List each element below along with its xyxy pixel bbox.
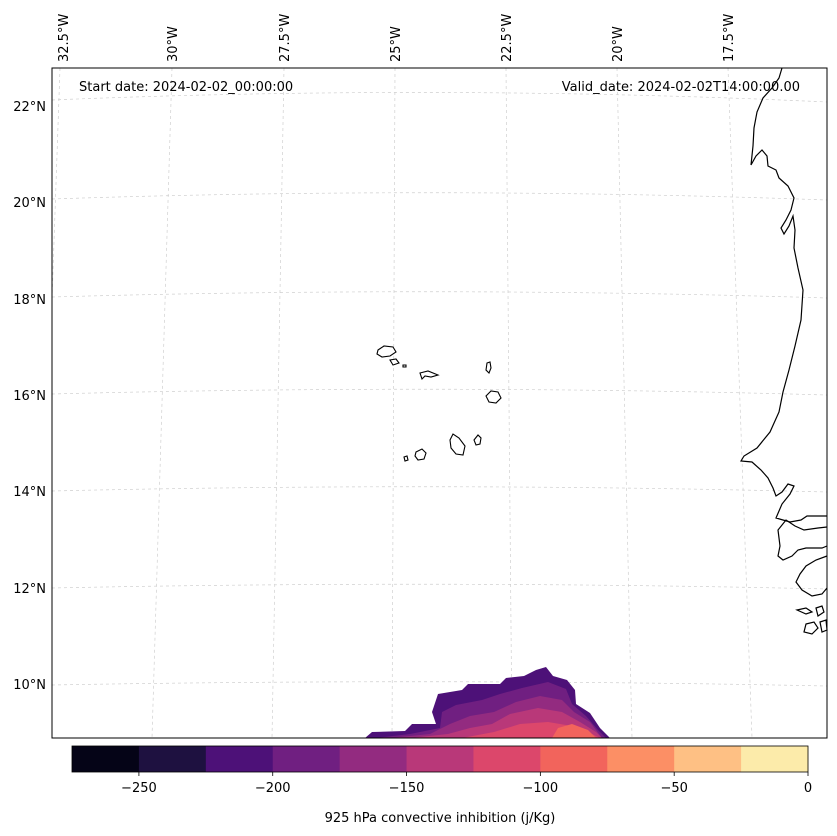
parallel-14n	[51, 486, 828, 493]
meridian-27-5w	[271, 67, 285, 739]
cin-band-peak	[552, 724, 596, 738]
parallel-12n	[51, 583, 828, 590]
guinea-bissau-coast	[795, 555, 828, 597]
colorbar-swatch	[406, 746, 474, 772]
meridian-30w	[151, 67, 173, 739]
map-frame	[51, 67, 828, 739]
lat-label: 16°N	[13, 389, 46, 404]
start-date-label: Start date: 2024-02-02_00:00:00	[79, 80, 293, 95]
lat-label: 18°N	[13, 293, 46, 308]
colorbar-tick-label: −100	[523, 781, 559, 796]
lon-label: 17.5°W	[722, 14, 737, 62]
lon-label: 30°W	[166, 26, 181, 62]
colorbar-swatch	[72, 746, 140, 772]
meridian-32-5w	[51, 67, 61, 301]
colorbar-swatch	[607, 746, 675, 772]
colorbar-frame	[71, 745, 809, 773]
meridian-17-5w	[727, 67, 753, 739]
mauritania-senegal-coast	[739, 67, 827, 523]
colorbar-swatch	[473, 746, 541, 772]
lon-label: 22.5°W	[500, 14, 515, 62]
colorbar-swatch	[540, 746, 608, 772]
fogo-island	[414, 448, 427, 461]
colorbar-tick-label: −250	[121, 781, 157, 796]
santo-antao-island	[376, 345, 397, 358]
lat-label: 22°N	[13, 100, 46, 115]
meridian-20w	[616, 67, 633, 739]
colorbar: −250 −200 −150 −100 −50 0	[71, 745, 812, 796]
colorbar-swatch	[741, 746, 809, 772]
west-africa-coastline	[739, 67, 828, 635]
colorbar-swatch	[674, 746, 742, 772]
brava-island	[403, 455, 409, 462]
colorbar-swatch	[205, 746, 274, 772]
lat-label: 14°N	[13, 485, 46, 500]
lat-label: 20°N	[13, 196, 46, 211]
parallel-16n	[51, 388, 828, 396]
latitude-labels: 22°N 20°N 18°N 16°N 14°N 12°N 10°N	[13, 100, 46, 693]
sao-vicente-island	[389, 358, 400, 366]
meridian-25w	[391, 67, 396, 739]
colorbar-swatch	[138, 746, 207, 772]
colorbar-tick-label: −50	[660, 781, 687, 796]
parallel-22n	[51, 92, 828, 103]
lon-label: 25°W	[389, 26, 404, 62]
valid-date-label: Valid_date: 2024-02-02T14:00:00.00	[562, 80, 800, 95]
parallel-18n	[51, 291, 828, 299]
lon-label: 27.5°W	[278, 14, 293, 62]
parallel-20n	[51, 192, 828, 201]
sao-nicolau-island	[419, 370, 440, 381]
gambia-guinea-coast	[777, 519, 828, 561]
boa-vista-island	[485, 390, 502, 404]
cape-verde-islands	[376, 345, 502, 462]
colorbar-swatch	[339, 746, 408, 772]
colorbar-label: 925 hPa convective inhibition (j/Kg)	[325, 811, 556, 826]
colorbar-swatch	[272, 746, 341, 772]
colorbar-tick-label: 0	[804, 781, 812, 796]
parallel-10n	[51, 681, 828, 687]
graticule	[51, 67, 828, 739]
santiago-island	[449, 433, 466, 456]
colorbar-tick-label: −200	[255, 781, 291, 796]
maio-island	[473, 434, 482, 446]
longitude-labels: 32.5°W 30°W 27.5°W 25°W 22.5°W 20°W 17.5…	[57, 14, 737, 62]
lon-label: 20°W	[611, 26, 626, 62]
bijagos-islands	[795, 605, 828, 635]
convective-inhibition-field	[365, 667, 610, 738]
lon-label: 32.5°W	[57, 14, 72, 62]
meridian-22-5w	[505, 67, 513, 739]
colorbar-tick-label: −150	[389, 781, 425, 796]
sal-island	[485, 361, 492, 374]
lat-label: 10°N	[13, 678, 46, 693]
santa-luzia-island	[402, 364, 407, 368]
lat-label: 12°N	[13, 582, 46, 597]
